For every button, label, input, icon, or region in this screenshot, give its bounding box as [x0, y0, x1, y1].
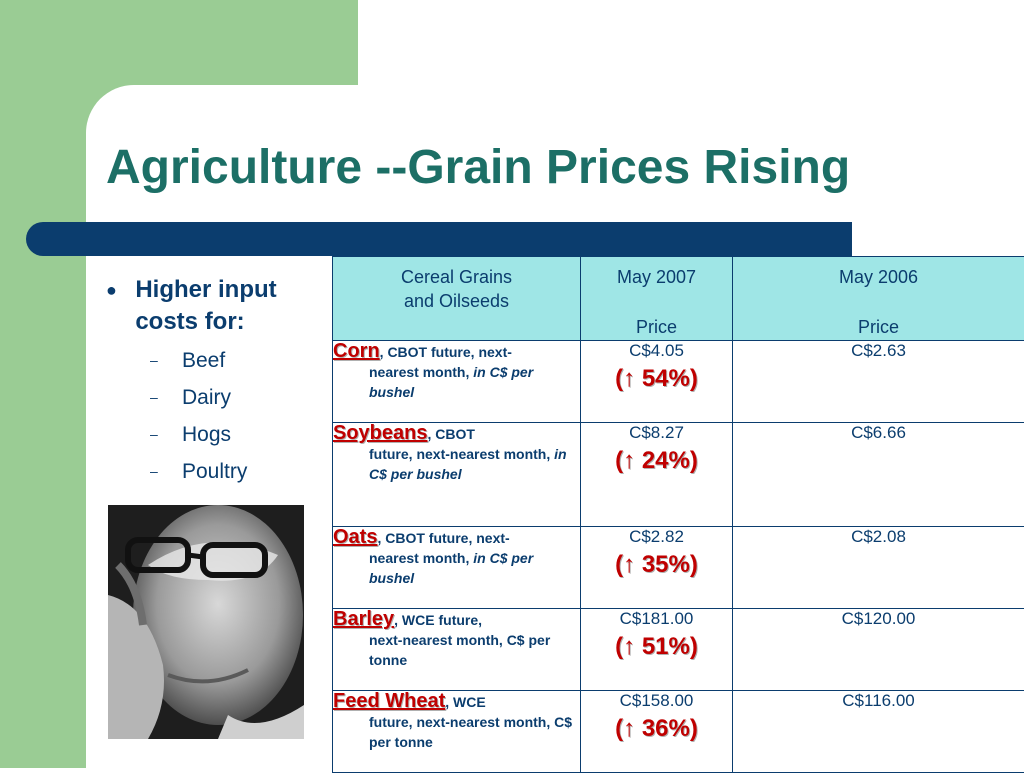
- percent-change: (↑ 51%): [581, 633, 732, 661]
- price-2007: C$158.00: [620, 691, 694, 710]
- grain-name: Feed Wheat: [333, 690, 445, 712]
- grain-description-cell: Feed Wheat, WCE future, next-nearest mon…: [333, 691, 581, 773]
- sub-bullet-text: Poultry: [182, 453, 247, 490]
- price-2006-cell: C$6.66: [733, 423, 1024, 527]
- sub-bullet-text: Dairy: [182, 379, 231, 416]
- grain-desc: nearest month,: [369, 550, 473, 566]
- table-row: Barley, WCE future, next-nearest month, …: [333, 609, 1024, 691]
- grain-description-cell: Soybeans, CBOT future, next-nearest mont…: [333, 423, 581, 527]
- price-2007-cell: C$181.00 (↑ 51%): [581, 609, 733, 691]
- grain-name: Corn: [333, 340, 380, 362]
- bullet-main-text: Higher input costs for:: [135, 274, 324, 338]
- bullet-dot-icon: ●: [104, 274, 135, 338]
- dash-icon: –: [104, 416, 182, 453]
- header-text: and Oilseeds: [404, 291, 509, 311]
- grain-desc: future, next-nearest month, C$ per tonne: [369, 714, 572, 750]
- price-2006: C$6.66: [851, 423, 906, 442]
- price-2007-cell: C$8.27 (↑ 24%): [581, 423, 733, 527]
- sub-bullet-text: Beef: [182, 342, 225, 379]
- price-2006-cell: C$116.00: [733, 691, 1024, 773]
- table-header-row: Cereal Grains and Oilseeds May 2007 Pric…: [333, 257, 1024, 341]
- price-2006: C$2.63: [851, 341, 906, 360]
- bullet-item-main: ● Higher input costs for:: [104, 274, 324, 338]
- price-2007: C$181.00: [620, 609, 694, 628]
- dash-icon: –: [104, 342, 182, 379]
- grain-desc: , CBOT future, next-: [377, 530, 509, 546]
- bullet-list: ● Higher input costs for: –Beef –Dairy –…: [104, 274, 324, 490]
- background-green-left: [0, 0, 86, 768]
- header-text: Cereal Grains: [401, 267, 512, 287]
- price-2006-cell: C$2.63: [733, 341, 1024, 423]
- price-2007: C$2.82: [629, 527, 684, 546]
- header-may-2007: May 2007 Price: [581, 257, 733, 341]
- slide-title: Agriculture --Grain Prices Rising: [106, 140, 850, 195]
- sub-bullet-text: Hogs: [182, 416, 231, 453]
- price-2006: C$2.08: [851, 527, 906, 546]
- photo-illustration-icon: [108, 505, 304, 739]
- dash-icon: –: [104, 379, 182, 416]
- dash-icon: –: [104, 453, 182, 490]
- header-subtext: Price: [739, 315, 1018, 339]
- grain-name: Soybeans: [333, 422, 427, 444]
- worried-man-photo: [108, 505, 304, 739]
- header-subtext: Price: [587, 315, 726, 339]
- price-2006: C$120.00: [842, 609, 916, 628]
- price-2007: C$4.05: [629, 341, 684, 360]
- price-2006-cell: C$120.00: [733, 609, 1024, 691]
- price-2007-cell: C$2.82 (↑ 35%): [581, 527, 733, 609]
- sub-bullet-item: –Dairy: [104, 379, 324, 416]
- header-text: May 2007: [617, 267, 696, 287]
- header-cereal-grains: Cereal Grains and Oilseeds: [333, 257, 581, 341]
- price-2006: C$116.00: [842, 691, 914, 710]
- grain-desc: future, next-nearest month,: [369, 446, 554, 462]
- grain-desc: , WCE: [445, 694, 485, 710]
- grain-price-table: Cereal Grains and Oilseeds May 2007 Pric…: [332, 256, 1024, 773]
- table-row: Oats, CBOT future, next- nearest month, …: [333, 527, 1024, 609]
- price-2007-cell: C$158.00 (↑ 36%): [581, 691, 733, 773]
- title-underline-bar: [26, 222, 852, 256]
- table-row: Feed Wheat, WCE future, next-nearest mon…: [333, 691, 1024, 773]
- grain-desc: , CBOT future, next-: [380, 344, 512, 360]
- percent-change: (↑ 24%): [581, 447, 732, 475]
- percent-change: (↑ 35%): [581, 551, 732, 579]
- sub-bullet-item: –Beef: [104, 342, 324, 379]
- sub-bullet-item: –Poultry: [104, 453, 324, 490]
- percent-change: (↑ 54%): [581, 365, 732, 393]
- grain-desc: nearest month,: [369, 364, 473, 380]
- price-2007: C$8.27: [629, 423, 684, 442]
- grain-desc: , CBOT: [427, 426, 474, 442]
- table-row: Corn, CBOT future, next- nearest month, …: [333, 341, 1024, 423]
- sub-bullet-list: –Beef –Dairy –Hogs –Poultry: [104, 342, 324, 490]
- grain-name: Oats: [333, 526, 377, 548]
- sub-bullet-item: –Hogs: [104, 416, 324, 453]
- grain-description-cell: Corn, CBOT future, next- nearest month, …: [333, 341, 581, 423]
- grain-desc: next-nearest month, C$ per tonne: [369, 632, 550, 668]
- price-2007-cell: C$4.05 (↑ 54%): [581, 341, 733, 423]
- grain-description-cell: Oats, CBOT future, next- nearest month, …: [333, 527, 581, 609]
- grain-desc: , WCE future,: [394, 612, 482, 628]
- header-text: May 2006: [839, 267, 918, 287]
- percent-change: (↑ 36%): [581, 715, 732, 743]
- grain-description-cell: Barley, WCE future, next-nearest month, …: [333, 609, 581, 691]
- table-row: Soybeans, CBOT future, next-nearest mont…: [333, 423, 1024, 527]
- header-may-2006: May 2006 Price: [733, 257, 1024, 341]
- price-2006-cell: C$2.08: [733, 527, 1024, 609]
- grain-name: Barley: [333, 608, 394, 630]
